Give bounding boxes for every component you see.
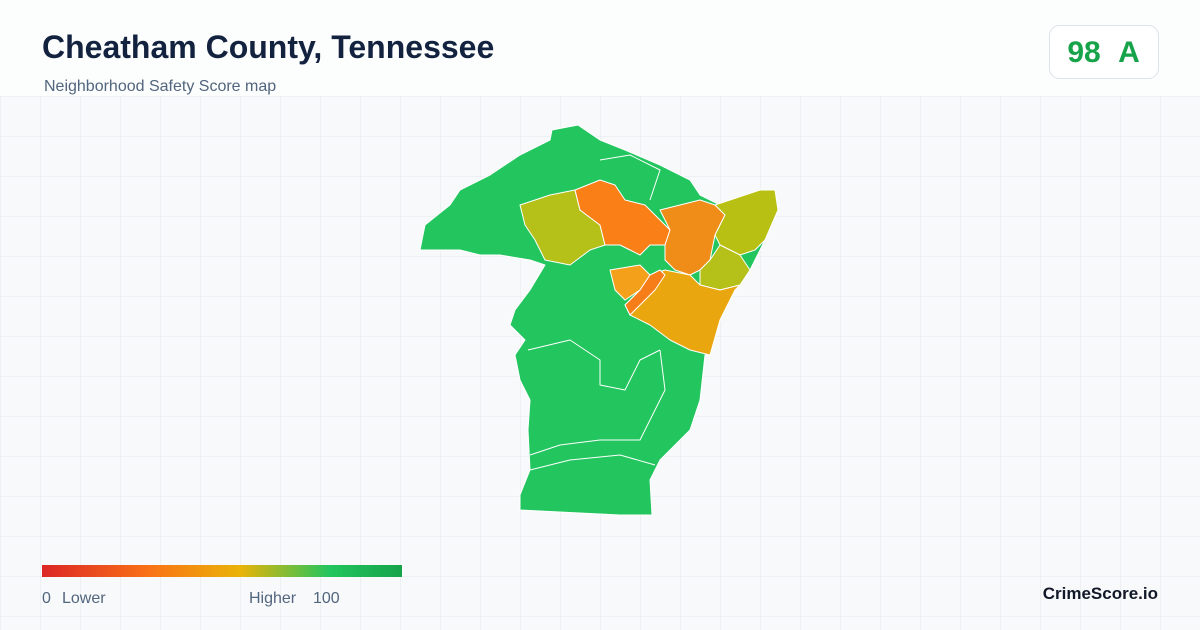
score-grade: A: [1118, 36, 1140, 69]
legend-high-label: Higher: [249, 590, 297, 607]
score-value: 98: [1067, 36, 1100, 69]
legend-min: 0: [42, 590, 51, 607]
legend-low-label: Lower: [62, 590, 106, 607]
region-boundary: [649, 349, 666, 421]
region-boundary: [599, 154, 661, 201]
region: [624, 269, 666, 316]
region-boundary: [527, 339, 661, 391]
region: [574, 179, 671, 256]
score-box: [1049, 25, 1159, 79]
legend-max: 100: [313, 590, 340, 607]
subtitle: Neighborhood Safety Score map: [44, 78, 276, 95]
header-band: [0, 0, 1200, 96]
region: [519, 189, 606, 266]
region-boundary: [529, 419, 651, 456]
title: Cheatham County, Tennessee: [42, 29, 494, 65]
region: [714, 189, 779, 256]
region-boundary: [529, 454, 656, 471]
legend-scale: [42, 565, 402, 577]
county-map: [419, 124, 779, 516]
brand: CrimeScore.io: [1043, 584, 1158, 603]
